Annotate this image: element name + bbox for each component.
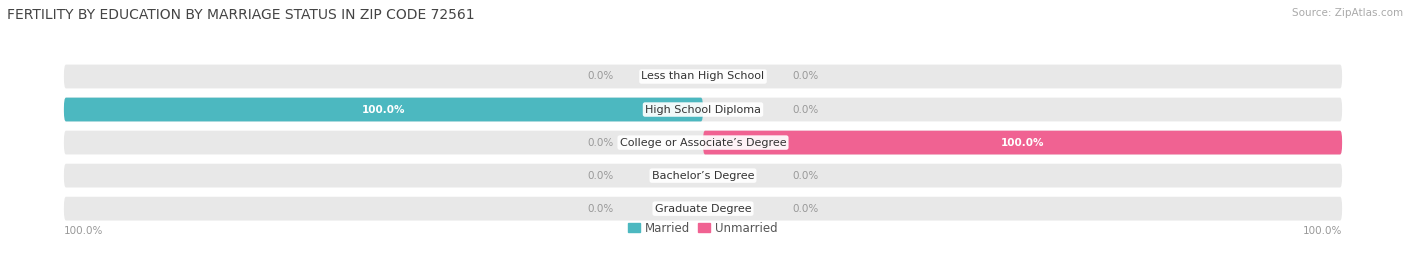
Text: Source: ZipAtlas.com: Source: ZipAtlas.com xyxy=(1292,8,1403,18)
Text: 0.0%: 0.0% xyxy=(588,171,613,180)
FancyBboxPatch shape xyxy=(63,98,1343,121)
Text: Graduate Degree: Graduate Degree xyxy=(655,204,751,214)
Text: 0.0%: 0.0% xyxy=(793,72,818,82)
Text: 0.0%: 0.0% xyxy=(588,204,613,214)
FancyBboxPatch shape xyxy=(703,131,1343,154)
Text: 0.0%: 0.0% xyxy=(793,171,818,180)
Text: 0.0%: 0.0% xyxy=(793,105,818,115)
Text: Bachelor’s Degree: Bachelor’s Degree xyxy=(652,171,754,180)
Text: FERTILITY BY EDUCATION BY MARRIAGE STATUS IN ZIP CODE 72561: FERTILITY BY EDUCATION BY MARRIAGE STATU… xyxy=(7,8,475,22)
FancyBboxPatch shape xyxy=(63,131,1343,154)
Text: 100.0%: 100.0% xyxy=(361,105,405,115)
FancyBboxPatch shape xyxy=(63,65,1343,89)
Text: 100.0%: 100.0% xyxy=(63,226,103,236)
Text: 0.0%: 0.0% xyxy=(793,204,818,214)
Text: College or Associate’s Degree: College or Associate’s Degree xyxy=(620,137,786,148)
Text: 100.0%: 100.0% xyxy=(1303,226,1343,236)
FancyBboxPatch shape xyxy=(63,197,1343,221)
FancyBboxPatch shape xyxy=(63,164,1343,187)
Text: Less than High School: Less than High School xyxy=(641,72,765,82)
Text: 0.0%: 0.0% xyxy=(588,72,613,82)
FancyBboxPatch shape xyxy=(63,98,703,121)
Legend: Married, Unmarried: Married, Unmarried xyxy=(628,222,778,235)
Text: 100.0%: 100.0% xyxy=(1001,137,1045,148)
Text: High School Diploma: High School Diploma xyxy=(645,105,761,115)
Text: 0.0%: 0.0% xyxy=(588,137,613,148)
